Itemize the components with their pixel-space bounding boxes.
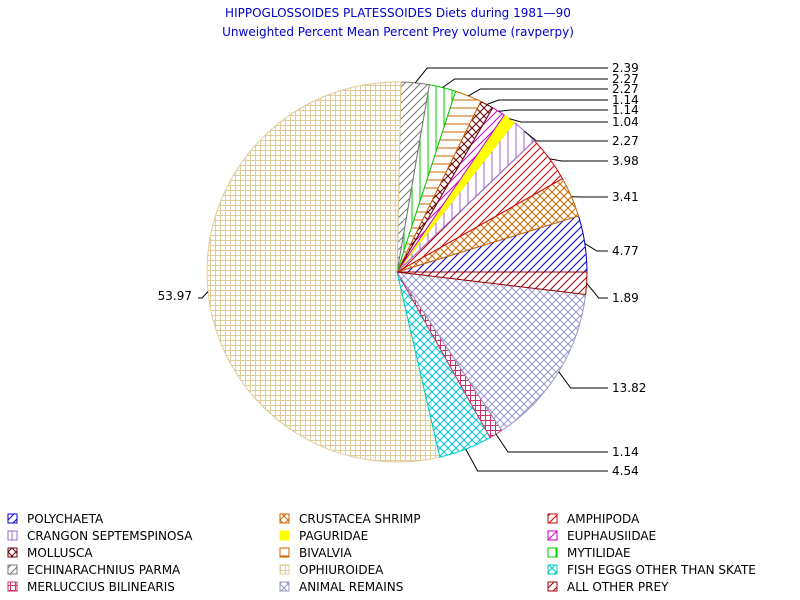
legend-entry-all-other-prey: ALL OTHER PREY (547, 580, 669, 594)
pie-slices (206, 81, 588, 463)
legend-entry-ophiuroidea: OPHIUROIDEA (279, 563, 384, 577)
legend-label: CRUSTACEA SHRIMP (299, 512, 421, 526)
data-label-amphipoda: 3.98 (612, 154, 639, 168)
legend-swatch (279, 564, 290, 575)
data-label-paguridae: 1.04 (612, 115, 639, 129)
legend-entry-paguridae: PAGURIDAE (279, 529, 368, 543)
legend-swatch (279, 530, 290, 541)
legend-swatch (547, 530, 558, 541)
legend-label: EUPHAUSIIDAE (567, 529, 656, 543)
legend-label: OPHIUROIDEA (299, 563, 384, 577)
legend-entry-echinarachnius-parma: ECHINARACHNIUS PARMA (7, 563, 181, 577)
legend-label: ECHINARACHNIUS PARMA (27, 563, 181, 577)
legend-label: ALL OTHER PREY (567, 580, 669, 594)
legend-entry-polychaeta: POLYCHAETA (7, 512, 104, 526)
legend-label: FISH EGGS OTHER THAN SKATE (567, 563, 756, 577)
legend-label: BIVALVIA (299, 546, 353, 560)
legend-label: POLYCHAETA (27, 512, 104, 526)
chart-subtitle: Unweighted Percent Mean Percent Prey vol… (222, 25, 574, 39)
legend-swatch (547, 564, 558, 575)
data-label-crangon-septemspinosa: 2.27 (612, 134, 639, 148)
leader-line (495, 433, 608, 453)
leader-line (586, 282, 608, 299)
legend-label: ANIMAL REMAINS (299, 580, 403, 594)
data-label-mytilidae: 2.27 (612, 72, 639, 86)
legend-swatch (279, 547, 290, 558)
leader-line (584, 243, 608, 252)
data-label-ophiuroidea: 53.97 (158, 289, 192, 303)
legend-entry-bivalvia: BIVALVIA (279, 546, 353, 560)
legend-label: MYTILIDAE (567, 546, 631, 560)
legend-swatch (7, 564, 18, 575)
legend-label: CRANGON SEPTEMSPINOSA (27, 529, 193, 543)
leader-line (414, 67, 608, 84)
data-label-fish-eggs-other-than-skate: 4.54 (612, 464, 639, 478)
legend-swatch (279, 581, 290, 592)
leader-line (442, 78, 608, 88)
legend-entry-animal-remains: ANIMAL REMAINS (279, 580, 403, 594)
data-label-echinarachnius-parma: 2.39 (612, 61, 639, 75)
slice-animal-remains (395, 271, 587, 432)
data-label-euphausiidae: 1.14 (612, 103, 639, 117)
leader-line (549, 158, 608, 162)
legend-entry-mytilidae: MYTILIDAE (547, 546, 631, 560)
leader-line (509, 118, 608, 123)
legend-swatch (7, 547, 18, 558)
leader-line (558, 371, 608, 389)
legend-swatch (7, 581, 18, 592)
leader-line (524, 130, 608, 142)
chart-title: HIPPOGLOSSOIDES PLATESSOIDES Diets durin… (225, 6, 571, 20)
slice-labels: 4.773.413.982.271.041.141.142.272.272.39… (158, 61, 647, 478)
data-label-merluccius-bilinearis: 1.14 (612, 445, 639, 459)
data-label-bivalvia: 2.27 (612, 82, 639, 96)
legend: POLYCHAETA CRUSTACEA SHRIMP AMPHIPODA CRANG… (7, 512, 756, 594)
legend-swatch (547, 581, 558, 592)
legend-entry-crangon-septemspinosa: CRANGON SEPTEMSPINOSA (7, 529, 193, 543)
legend-label: AMPHIPODA (567, 512, 640, 526)
leader-line (498, 109, 608, 112)
legend-entry-fish-eggs-other-than-skate: FISH EGGS OTHER THAN SKATE (547, 563, 756, 577)
legend-entry-euphausiidae: EUPHAUSIIDAE (547, 529, 656, 543)
slice-ophiuroidea (206, 81, 441, 463)
legend-entry-crustacea-shrimp: CRUSTACEA SHRIMP (279, 512, 421, 526)
data-label-animal-remains: 13.82 (612, 381, 646, 395)
leader-line (198, 291, 209, 299)
data-label-mollusca: 1.14 (612, 93, 639, 107)
data-label-crustacea-shrimp: 3.41 (612, 190, 639, 204)
legend-swatch (547, 513, 558, 524)
legend-label: MERLUCCIUS BILINEARIS (27, 580, 175, 594)
legend-label: PAGURIDAE (299, 529, 368, 543)
legend-swatch (547, 547, 558, 558)
leader-line (486, 99, 608, 105)
legend-label: MOLLUSCA (27, 546, 93, 560)
legend-entry-mollusca: MOLLUSCA (7, 546, 93, 560)
leader-line (468, 88, 608, 97)
data-label-polychaeta: 4.77 (612, 244, 639, 258)
data-label-all-other-prey: 1.89 (612, 291, 639, 305)
legend-swatch (7, 530, 18, 541)
legend-swatch (279, 513, 290, 524)
legend-entry-merluccius-bilinearis: MERLUCCIUS BILINEARIS (7, 580, 175, 594)
slice-all-other-prey (396, 271, 588, 296)
legend-swatch (7, 513, 18, 524)
legend-entry-amphipoda: AMPHIPODA (547, 512, 640, 526)
leader-line (465, 448, 608, 472)
